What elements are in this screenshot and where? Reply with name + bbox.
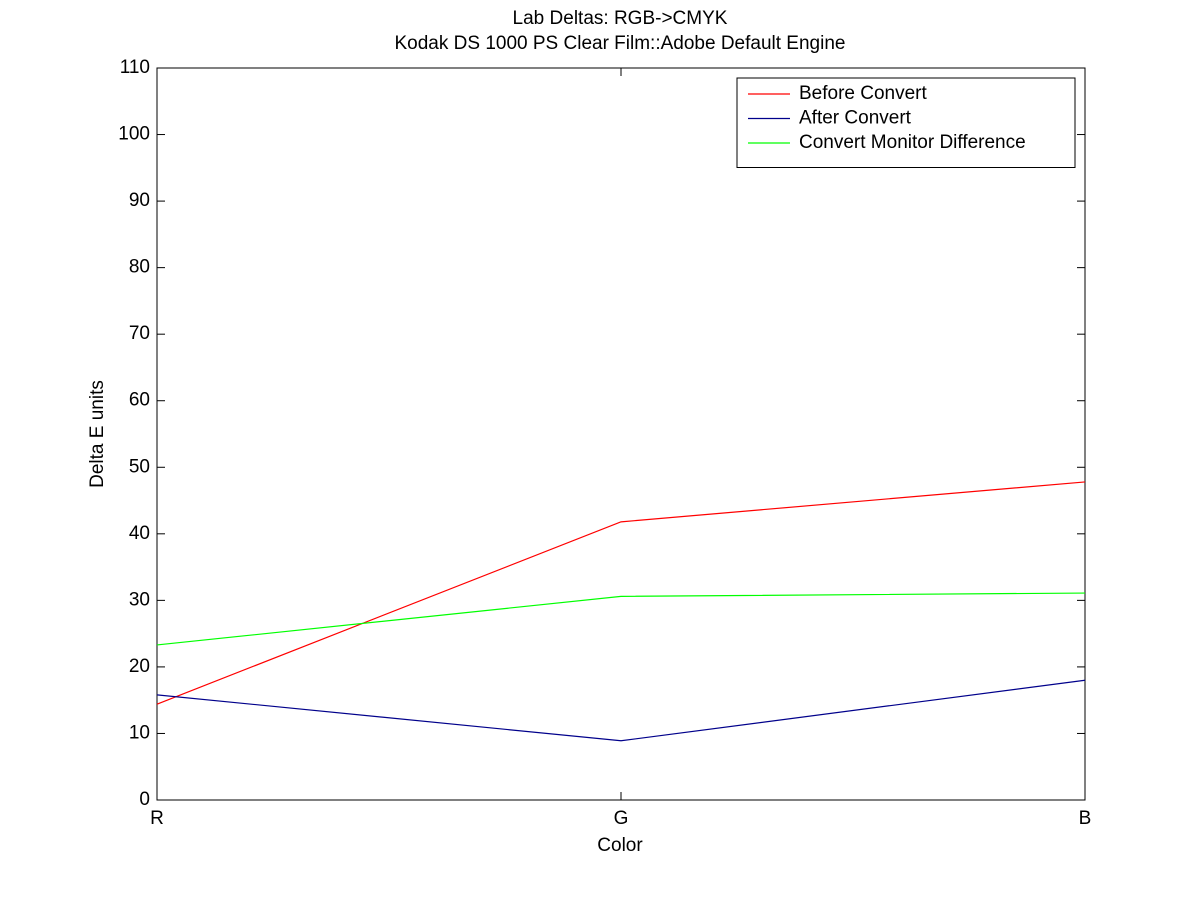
data-line (156, 679, 1086, 742)
y-tick-label: 40 (129, 523, 150, 544)
x-axis-label: Color (597, 835, 643, 856)
y-tick-label: 50 (129, 456, 150, 477)
chart-title: Lab Deltas: RGB->CMYK (513, 8, 728, 29)
y-tick-label: 110 (120, 57, 150, 78)
x-tick-label: G (614, 808, 629, 829)
y-tick-label: 20 (129, 656, 150, 677)
y-tick-label: 100 (118, 124, 150, 145)
legend-box (736, 77, 1076, 168)
legend-label: Before Convert (799, 83, 928, 104)
y-tick-label: 90 (129, 190, 150, 211)
x-tick-label: B (1079, 808, 1092, 829)
chart-subtitle: Kodak DS 1000 PS Clear Film::Adobe Defau… (395, 33, 846, 54)
y-tick-label: 80 (129, 257, 150, 278)
legend-label: After Convert (799, 108, 912, 129)
legend-label: Convert Monitor Difference (799, 132, 1026, 153)
data-line (156, 481, 1086, 705)
y-tick-label: 10 (129, 722, 150, 743)
x-tick-label: R (150, 808, 164, 829)
y-tick-label: 60 (129, 390, 150, 411)
y-tick-label: 30 (129, 589, 150, 610)
y-tick-label: 0 (139, 789, 150, 810)
data-line (156, 592, 1086, 646)
y-tick-label: 70 (129, 323, 150, 344)
y-axis-label: Delta E units (87, 380, 108, 488)
